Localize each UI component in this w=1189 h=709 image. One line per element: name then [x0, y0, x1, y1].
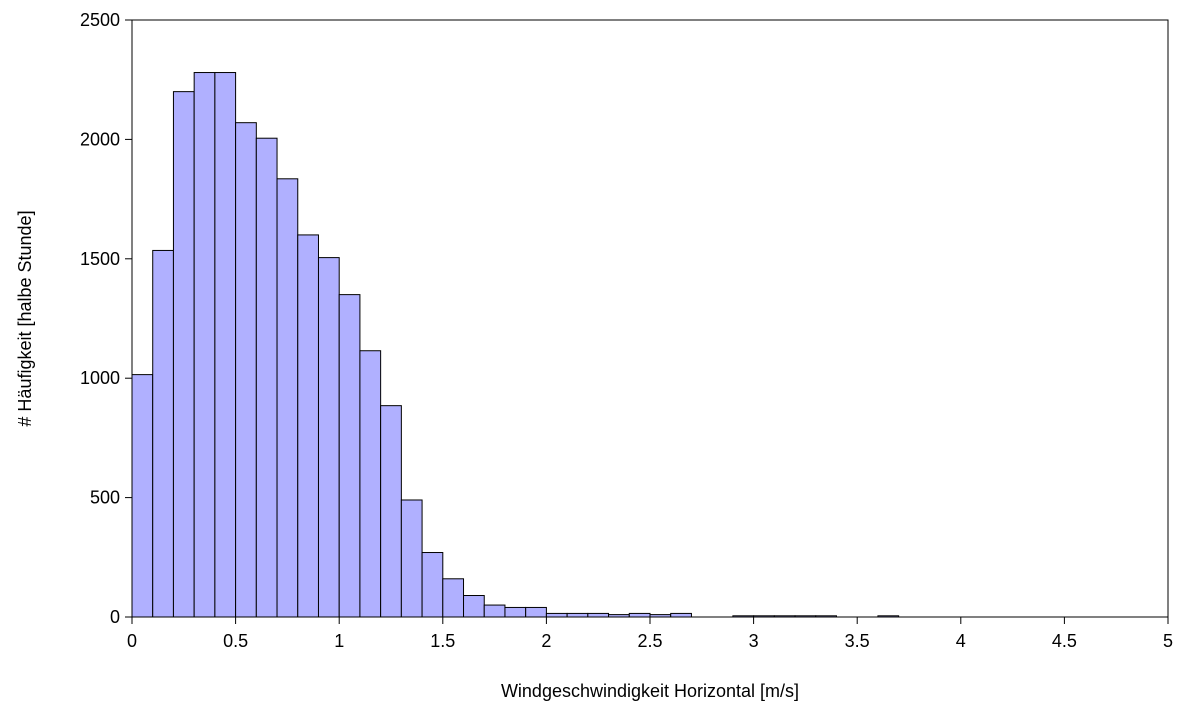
- y-tick-label: 0: [110, 607, 120, 627]
- histogram-bar: [628, 612, 651, 618]
- x-tick-label: 2: [541, 631, 551, 651]
- y-axis-title: # Häufigkeit [halbe Stunde]: [15, 210, 35, 426]
- histogram-bar: [276, 178, 299, 618]
- histogram-bar: [317, 257, 340, 618]
- y-tick-label: 1000: [80, 368, 120, 388]
- histogram-bar: [255, 137, 278, 618]
- histogram-bar: [525, 606, 547, 618]
- histogram-bar: [587, 612, 610, 618]
- histogram-bar: [359, 350, 382, 618]
- histogram-bar: [545, 612, 568, 618]
- histogram-bar: [421, 552, 444, 618]
- x-tick-label: 0.5: [223, 631, 248, 651]
- histogram-bar: [400, 499, 423, 618]
- x-tick-label: 4.5: [1052, 631, 1077, 651]
- histogram-bar: [172, 91, 195, 618]
- x-axis-title: Windgeschwindigkeit Horizontal [m/s]: [501, 681, 799, 701]
- histogram-bar: [214, 72, 237, 618]
- x-tick-label: 2.5: [637, 631, 662, 651]
- x-tick-label: 1.5: [430, 631, 455, 651]
- histogram-bar: [504, 606, 527, 618]
- bars-group: [131, 72, 900, 618]
- histogram-bar: [131, 374, 154, 618]
- histogram-bar: [483, 604, 506, 618]
- x-tick-label: 0: [127, 631, 137, 651]
- x-tick-label: 5: [1163, 631, 1173, 651]
- histogram-bar: [152, 249, 174, 618]
- y-tick-label: 2500: [80, 10, 120, 30]
- x-tick-label: 4: [956, 631, 966, 651]
- x-tick-label: 3.5: [845, 631, 870, 651]
- histogram-bar: [670, 612, 692, 618]
- histogram-bar: [566, 612, 589, 618]
- x-axis: 0 0.5 1 1.5 2 2.5 3 3.5 4 4.5 5: [127, 617, 1173, 651]
- x-tick-label: 1: [334, 631, 344, 651]
- y-tick-label: 2000: [80, 129, 120, 149]
- y-tick-label: 1500: [80, 249, 120, 269]
- y-axis: 0 500 1000 1500 2000 2500: [80, 10, 132, 627]
- histogram-bar: [463, 595, 485, 618]
- histogram-bar: [380, 405, 402, 618]
- histogram-bar: [235, 122, 257, 618]
- histogram-bar: [193, 72, 216, 618]
- y-tick-label: 500: [90, 488, 120, 508]
- x-tick-label: 3: [749, 631, 759, 651]
- histogram-bar: [442, 578, 465, 618]
- histogram-bar: [297, 234, 319, 618]
- histogram-bar: [338, 294, 361, 618]
